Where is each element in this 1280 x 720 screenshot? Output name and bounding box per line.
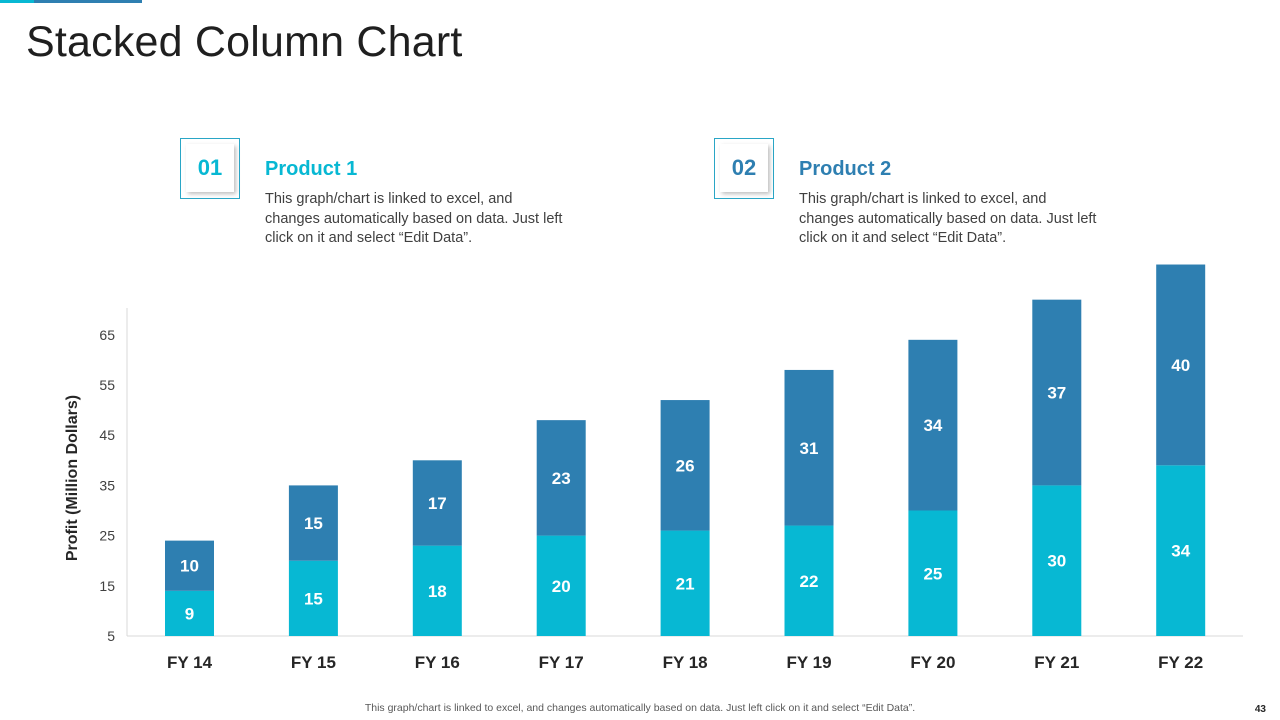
x-tick-label: FY 20 [910, 653, 955, 672]
y-tick-label: 35 [99, 477, 115, 493]
product-card-2: 02 Product 2 This graph/chart is linked … [714, 138, 1134, 258]
x-tick-label: FY 19 [786, 653, 831, 672]
bar-product-1 [536, 535, 586, 636]
data-label: 30 [1047, 552, 1066, 571]
data-label: 37 [1047, 384, 1066, 403]
x-tick-label: FY 14 [167, 653, 213, 672]
bar-product-2 [660, 400, 710, 531]
y-tick-label: 45 [99, 427, 115, 443]
y-axis-title: Profit (Million Dollars) [64, 395, 81, 561]
bar-product-1 [288, 560, 338, 636]
product-number-box: 02 [714, 138, 774, 199]
data-label: 31 [800, 439, 819, 458]
data-label: 23 [552, 469, 571, 488]
bar-product-1 [908, 510, 958, 636]
product-description: This graph/chart is linked to excel, and… [265, 191, 563, 246]
footer-note: This graph/chart is linked to excel, and… [364, 702, 916, 714]
bar-product-2 [1032, 299, 1082, 486]
bar-product-2 [1156, 264, 1206, 466]
bar-product-1 [1156, 465, 1206, 636]
data-label: 34 [1171, 542, 1190, 561]
bar-product-1 [165, 590, 214, 636]
bar-product-2 [908, 339, 958, 511]
x-tick-label: FY 17 [539, 653, 584, 672]
data-label: 10 [180, 557, 199, 576]
y-tick-label: 25 [99, 528, 115, 544]
product-card-1: 01 Product 1 This graph/chart is linked … [180, 138, 600, 258]
data-label: 25 [923, 564, 942, 583]
x-tick-label: FY 15 [291, 653, 336, 672]
y-tick-label: 65 [99, 327, 115, 343]
y-tick-label: 5 [107, 628, 115, 644]
bar-product-2 [288, 485, 338, 561]
product-title: Product 2 [799, 158, 892, 180]
data-label: 26 [676, 456, 695, 475]
data-label: 9 [185, 604, 194, 623]
page-title: Stacked Column Chart [26, 18, 463, 66]
data-label: 15 [304, 514, 323, 533]
x-tick-label: FY 18 [663, 653, 708, 672]
top-accent-bar [0, 0, 142, 3]
bar-product-1 [784, 525, 834, 636]
data-label: 21 [676, 574, 695, 593]
data-label: 18 [428, 582, 447, 601]
product-number-box: 01 [180, 138, 240, 199]
bar-product-1 [660, 530, 710, 636]
data-label: 34 [923, 416, 942, 435]
x-tick-label: FY 16 [415, 653, 460, 672]
bar-product-2 [784, 369, 834, 526]
product-title: Product 1 [265, 158, 358, 180]
x-tick-label: FY 21 [1034, 653, 1079, 672]
bar-product-2 [536, 420, 586, 536]
x-tick-label: FY 22 [1158, 653, 1203, 672]
bar-product-1 [1032, 485, 1082, 636]
product-number: 02 [720, 144, 768, 192]
y-tick-label: 55 [99, 377, 115, 393]
bar-product-1 [412, 545, 462, 636]
data-label: 40 [1171, 356, 1190, 375]
data-label: 15 [304, 589, 323, 608]
y-tick-label: 15 [99, 578, 115, 594]
bar-product-2 [412, 460, 462, 546]
data-label: 20 [552, 577, 571, 596]
product-description: This graph/chart is linked to excel, and… [799, 191, 1097, 246]
bar-product-2 [165, 540, 214, 591]
data-label: 17 [428, 494, 447, 513]
data-label: 22 [800, 572, 819, 591]
page-number: 43 [1254, 704, 1266, 715]
product-number: 01 [186, 144, 234, 192]
